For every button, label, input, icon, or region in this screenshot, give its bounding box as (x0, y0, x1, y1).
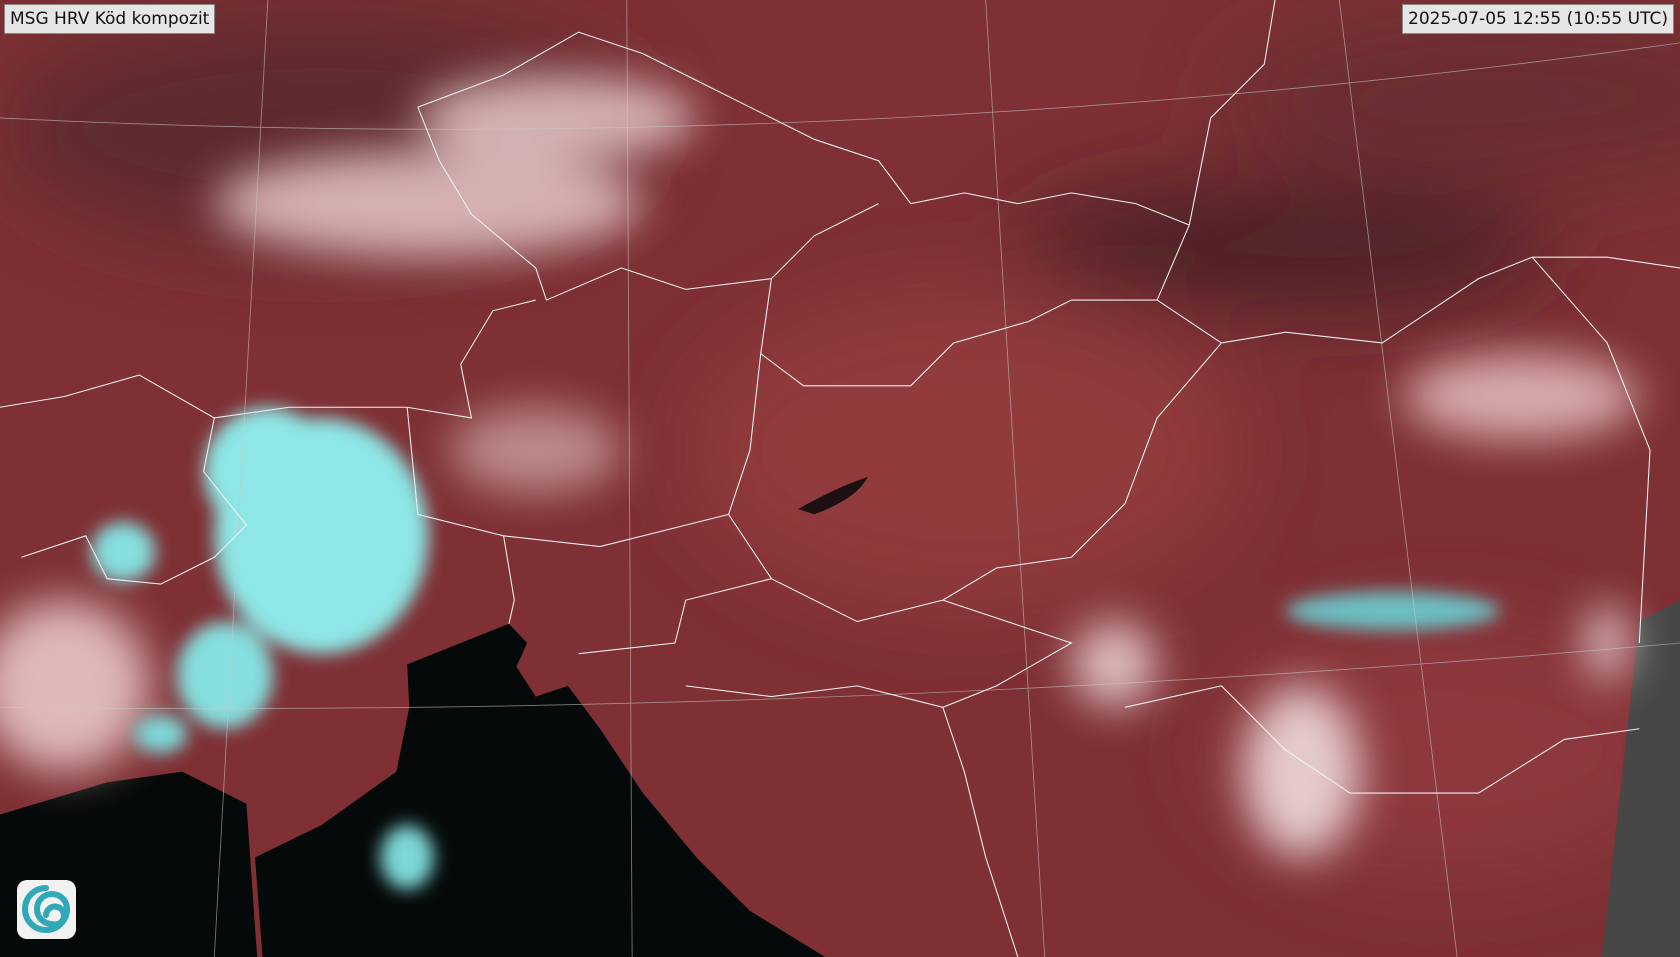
graticule-line (985, 0, 1046, 957)
cloud (1585, 605, 1629, 681)
cloud (0, 600, 150, 772)
cloud (450, 407, 622, 493)
dark-terrain (1017, 182, 1554, 311)
dark-terrain (1221, 10, 1680, 183)
graticule-line (626, 0, 633, 957)
plain (685, 289, 1243, 611)
cloud (133, 714, 188, 754)
border (1531, 256, 1651, 644)
border (417, 106, 879, 301)
cloud (176, 621, 274, 729)
logo[interactable] (17, 880, 76, 939)
cloud (214, 150, 643, 258)
white-clouds (0, 75, 1640, 858)
timestamp: 2025-07-05 12:55 (10:55 UTC) (1402, 4, 1674, 34)
cloud (1071, 621, 1158, 708)
logo-spiral (22, 885, 71, 933)
logo-icon (22, 885, 71, 933)
cloud (1403, 353, 1640, 440)
graticule-line (0, 642, 1680, 710)
graticule-line (0, 42, 1680, 130)
image-title: MSG HRV Köd kompozit (4, 4, 216, 34)
border (406, 407, 729, 548)
border (760, 278, 1158, 387)
border (1188, 0, 1276, 226)
lake (798, 476, 868, 515)
cloud (91, 521, 156, 582)
graticule-line (213, 0, 269, 957)
border (1124, 685, 1640, 794)
border (21, 417, 248, 585)
cloud (417, 75, 697, 161)
border (417, 31, 1190, 226)
cloud (1242, 685, 1361, 858)
graticule-line (1338, 0, 1458, 957)
border (1156, 224, 1680, 344)
border (0, 299, 536, 419)
cloud (1285, 591, 1500, 631)
border (503, 535, 772, 655)
cloud (203, 407, 333, 536)
no-data (1601, 600, 1680, 957)
cloud (380, 825, 434, 890)
border (942, 707, 1019, 957)
fog-clouds (91, 407, 1500, 890)
